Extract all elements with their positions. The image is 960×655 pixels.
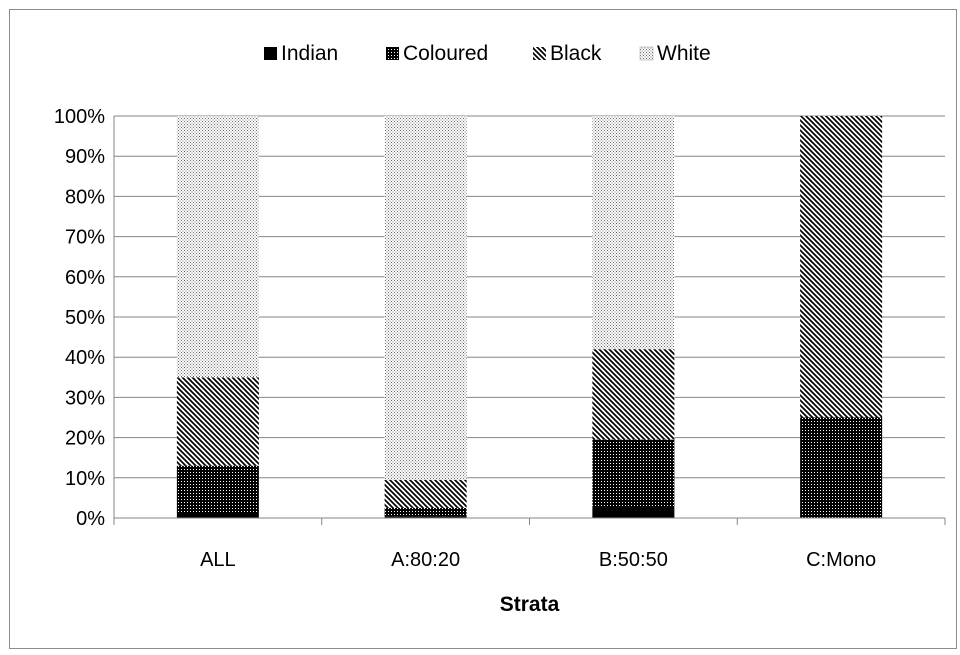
- stacked-bar-chart: Indian Coloured Black White 0% 10% 20% 30% 40% 5…: [54, 42, 946, 616]
- y-tick-label: 100%: [54, 106, 105, 128]
- x-tick-labels: ALL A:80:20 B:50:50 C:Mono: [200, 549, 876, 571]
- bar-coloured-c-mono: [800, 417, 883, 518]
- legend: Indian Coloured Black White: [264, 42, 711, 65]
- bar-coloured-b-50-50: [592, 439, 675, 508]
- y-tick-labels: 0% 10% 20% 30% 40% 50% 60% 70% 80% 90% 100%: [54, 106, 105, 530]
- legend-swatch-coloured: [386, 47, 399, 60]
- y-tick-label: 40%: [65, 347, 105, 369]
- legend-item-white: White: [639, 42, 711, 65]
- legend-label-indian: Indian: [281, 42, 338, 65]
- legend-swatch-white: [639, 46, 654, 61]
- y-tick-label: 30%: [65, 387, 105, 409]
- bar-black-b-50-50: [592, 349, 675, 440]
- x-tick-label: ALL: [200, 549, 236, 571]
- y-tick-label: 20%: [65, 428, 105, 450]
- axes: [113, 116, 946, 525]
- y-tick-label: 70%: [65, 227, 105, 249]
- legend-swatch-indian: [264, 47, 277, 60]
- bar-white-a-80-20: [384, 116, 467, 480]
- bar-white-b-50-50: [592, 116, 675, 350]
- legend-label-white: White: [657, 42, 711, 65]
- x-tick-label: B:50:50: [599, 549, 668, 571]
- legend-label-black: Black: [550, 42, 602, 65]
- x-tick-label: A:80:20: [391, 549, 460, 571]
- y-tick-label: 60%: [65, 267, 105, 289]
- bar-black-all: [176, 377, 259, 466]
- legend-item-black: Black: [533, 42, 602, 65]
- bar-indian-all: [176, 513, 259, 518]
- x-tick-label: C:Mono: [806, 549, 876, 571]
- x-axis-label: Strata: [500, 593, 560, 616]
- y-tick-label: 50%: [65, 307, 105, 329]
- bars: [176, 116, 883, 518]
- legend-item-coloured: Coloured: [386, 42, 488, 65]
- bar-indian-a-80-20: [384, 516, 467, 518]
- legend-item-indian: Indian: [264, 42, 338, 65]
- bar-black-c-mono: [800, 116, 883, 418]
- chart-frame: Indian Coloured Black White 0% 10% 20% 30% 40% 5…: [9, 9, 957, 649]
- legend-swatch-black: [533, 47, 546, 60]
- y-tick-label: 10%: [65, 468, 105, 490]
- legend-label-coloured: Coloured: [403, 42, 488, 65]
- bar-indian-b-50-50: [592, 507, 675, 518]
- y-tick-label: 90%: [65, 146, 105, 168]
- y-tick-label: 80%: [65, 186, 105, 208]
- bar-coloured-all: [176, 465, 259, 514]
- bar-coloured-a-80-20: [384, 507, 467, 517]
- bar-white-all: [176, 116, 259, 378]
- bar-black-a-80-20: [384, 479, 467, 508]
- y-tick-label: 0%: [76, 508, 105, 530]
